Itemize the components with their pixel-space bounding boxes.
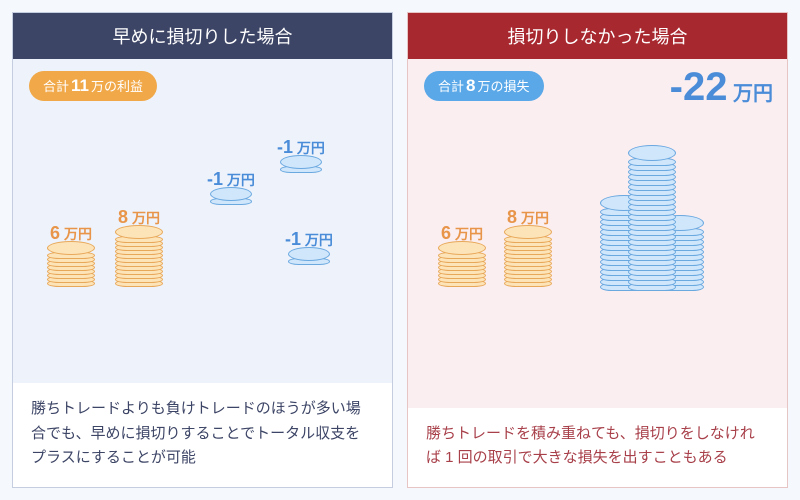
badge-pre: 合計 xyxy=(43,79,69,94)
big-num-val: -22 xyxy=(670,65,728,109)
badge-post: 万の損失 xyxy=(477,79,529,94)
header-right: 損切りしなかった場合 xyxy=(408,13,787,59)
body-right: 合計8万の損失 -22 万円 6 万円 8 万円 xyxy=(408,59,787,408)
coin-stack: -1 万円 xyxy=(277,137,325,173)
panel-no-cut: 損切りしなかった場合 合計8万の損失 -22 万円 6 万円 8 万円 勝ちトレー… xyxy=(407,12,788,488)
badge-num: 11 xyxy=(71,76,89,95)
badge-post: 万の利益 xyxy=(91,79,143,94)
panel-early-cut: 早めに損切りした場合 合計11万の利益 6 万円 8 万円 -1 万円 -1 万円 -1… xyxy=(12,12,393,488)
coin-column xyxy=(628,153,676,291)
coins-icon xyxy=(210,194,252,205)
header-left: 早めに損切りした場合 xyxy=(13,13,392,59)
coins-icon xyxy=(47,248,95,287)
badge-left: 合計11万の利益 xyxy=(29,71,157,101)
footer-right: 勝ちトレードを積み重ねても、損切りをしなければ 1 回の取引で大きな損失を出すこ… xyxy=(408,408,787,488)
big-loss-number: -22 万円 xyxy=(670,65,773,110)
coin-stack: -1 万円 xyxy=(207,169,255,205)
badge-pre: 合計 xyxy=(438,79,464,94)
loss-coin-cluster xyxy=(600,153,704,291)
viz-right: 6 万円 8 万円 xyxy=(424,109,771,293)
coin-stack: 8 万円 xyxy=(115,207,163,287)
coin-stack: 6 万円 xyxy=(47,223,95,287)
footer-left: 勝ちトレードよりも負けトレードのほうが多い場合でも、早めに損切りすることでトータ… xyxy=(13,383,392,487)
badge-right: 合計8万の損失 xyxy=(424,71,544,101)
coins-icon xyxy=(628,153,676,291)
coin-stack: 8 万円 xyxy=(504,207,552,287)
body-left: 合計11万の利益 6 万円 8 万円 -1 万円 -1 万円 -1 万円 xyxy=(13,59,392,383)
coins-icon xyxy=(504,232,552,287)
big-num-unit: 万円 xyxy=(733,83,773,105)
coins-icon xyxy=(280,162,322,173)
coins-icon xyxy=(288,254,330,265)
coin-stack: 6 万円 xyxy=(438,223,486,287)
coins-icon xyxy=(438,248,486,287)
coins-icon xyxy=(115,232,163,287)
viz-left: 6 万円 8 万円 -1 万円 -1 万円 -1 万円 xyxy=(29,109,376,293)
coin-stack: -1 万円 xyxy=(285,229,333,265)
badge-num: 8 xyxy=(466,76,475,95)
